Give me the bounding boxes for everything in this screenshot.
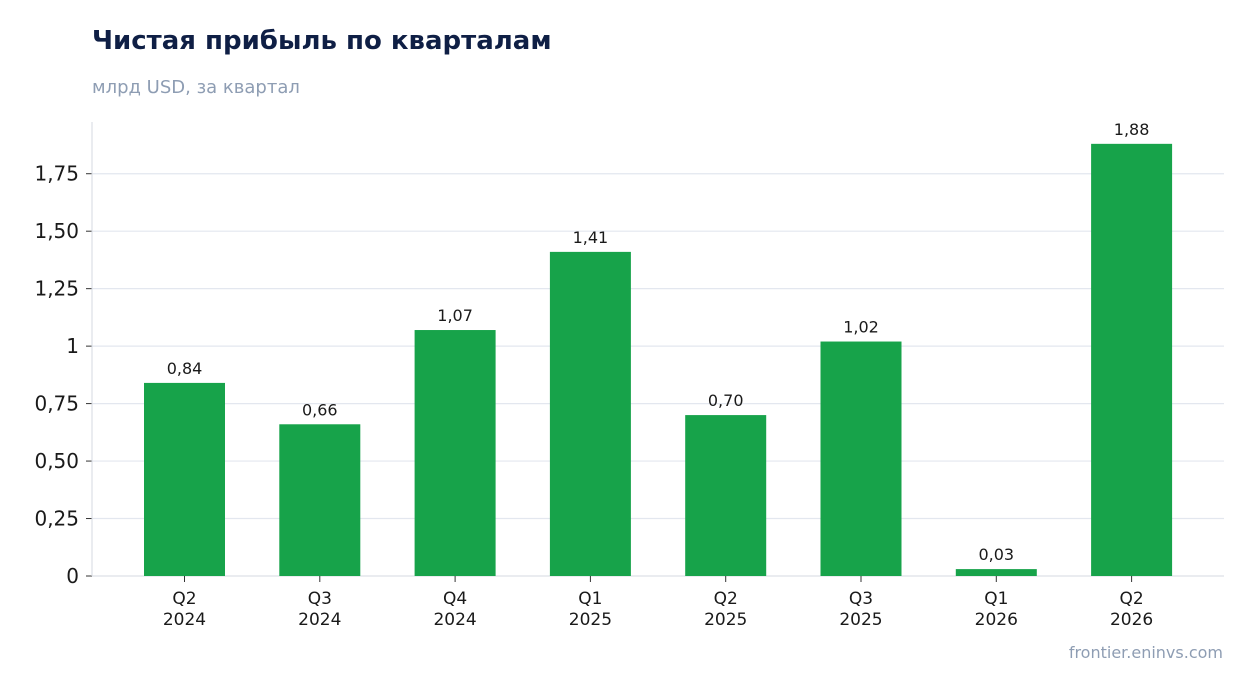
source-credit: frontier.eninvs.com	[1068, 643, 1223, 662]
data-label: 1,07	[437, 306, 473, 325]
data-label: 0,70	[708, 391, 744, 410]
y-tick-label: 0,75	[34, 392, 79, 416]
x-tick-label: Q2	[1119, 589, 1143, 609]
bar	[279, 424, 361, 576]
x-tick-label-year: 2025	[839, 610, 882, 630]
y-tick-label: 0,25	[34, 507, 79, 531]
bar	[549, 251, 631, 576]
y-tick-label: 1,25	[34, 277, 79, 301]
y-tick-label: 1,50	[34, 219, 79, 243]
bar	[955, 569, 1037, 576]
x-tick-label-year: 2024	[163, 610, 206, 630]
bar	[414, 330, 496, 576]
x-tick-label: Q1	[984, 589, 1008, 609]
x-tick-label: Q2	[172, 589, 196, 609]
bar	[820, 341, 902, 576]
y-tick-label: 0	[66, 564, 79, 588]
bar	[1091, 143, 1173, 576]
chart-subtitle: млрд USD, за квартал	[92, 77, 300, 98]
data-label: 0,03	[978, 545, 1014, 564]
data-label: 1,88	[1114, 120, 1150, 139]
x-tick-label-year: 2026	[975, 610, 1018, 630]
data-label: 1,02	[843, 318, 879, 337]
data-label: 1,41	[573, 228, 609, 247]
x-tick-label: Q1	[578, 589, 602, 609]
x-tick-label-year: 2025	[704, 610, 747, 630]
y-tick-label: 1	[66, 334, 79, 358]
x-tick-label: Q2	[714, 589, 738, 609]
x-tick-label-year: 2024	[298, 610, 341, 630]
x-tick-label-year: 2025	[569, 610, 612, 630]
x-tick-label: Q3	[308, 589, 332, 609]
data-label: 0,66	[302, 400, 338, 419]
y-tick-label: 1,75	[34, 162, 79, 186]
bar	[685, 415, 767, 576]
chart-title: Чистая прибыль по кварталам	[92, 26, 552, 56]
x-tick-label: Q4	[443, 589, 467, 609]
x-tick-label-year: 2026	[1110, 610, 1153, 630]
data-label: 0,84	[167, 359, 203, 378]
x-tick-label-year: 2024	[433, 610, 476, 630]
bar	[144, 382, 225, 576]
y-tick-label: 0,50	[34, 449, 79, 473]
x-tick-label: Q3	[849, 589, 873, 609]
